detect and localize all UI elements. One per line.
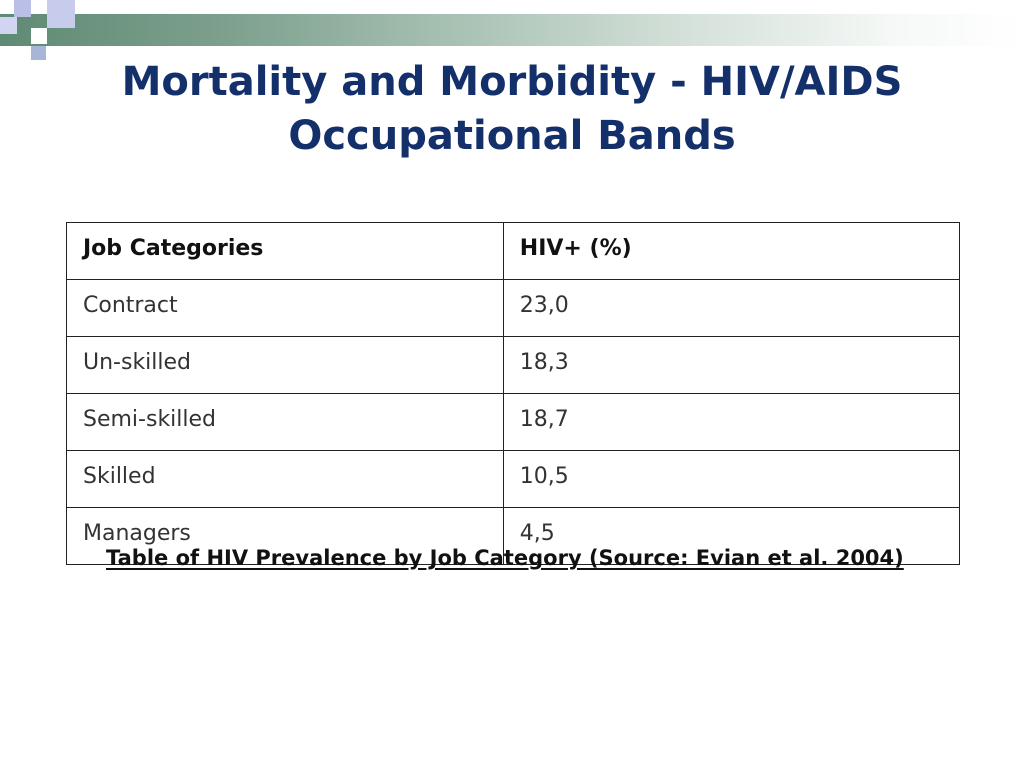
job-category-cell: Contract xyxy=(66,279,504,337)
hiv-percent-cell: 18,7 xyxy=(502,393,961,451)
hiv-percent-cell: 23,0 xyxy=(502,279,961,337)
hiv-percent-cell: 18,3 xyxy=(502,336,961,394)
decorative-square xyxy=(0,17,17,34)
table-row: Skilled 10,5 xyxy=(66,450,961,508)
slide-title: Mortality and Morbidity - HIV/AIDS Occup… xyxy=(60,55,964,163)
table-row: Managers 4,5 xyxy=(66,507,961,565)
table-row: Semi-skilled 18,7 xyxy=(66,393,961,451)
job-category-cell: Semi-skilled xyxy=(66,393,504,451)
decorative-square xyxy=(31,28,47,44)
table-header-row: Job Categories HIV+ (%) xyxy=(66,222,961,280)
decorative-square xyxy=(47,0,75,28)
slide-header-bar xyxy=(0,14,1024,46)
decorative-square xyxy=(14,0,31,17)
decorative-square xyxy=(31,46,46,60)
job-category-cell: Un-skilled xyxy=(66,336,504,394)
table-caption: Table of HIV Prevalence by Job Category … xyxy=(106,546,904,570)
hiv-prevalence-table: Job Categories HIV+ (%) Contract 23,0 Un… xyxy=(66,222,961,565)
header-job-categories: Job Categories xyxy=(66,222,504,280)
job-category-cell: Managers xyxy=(66,507,504,565)
table-row: Contract 23,0 xyxy=(66,279,961,337)
job-category-cell: Skilled xyxy=(66,450,504,508)
table-row: Un-skilled 18,3 xyxy=(66,336,961,394)
hiv-percent-cell: 4,5 xyxy=(502,507,961,565)
hiv-percent-cell: 10,5 xyxy=(502,450,961,508)
slide-title-line-2: Occupational Bands xyxy=(288,113,736,159)
header-hiv-percent: HIV+ (%) xyxy=(502,222,961,280)
slide-title-line-1: Mortality and Morbidity - HIV/AIDS xyxy=(121,59,903,105)
